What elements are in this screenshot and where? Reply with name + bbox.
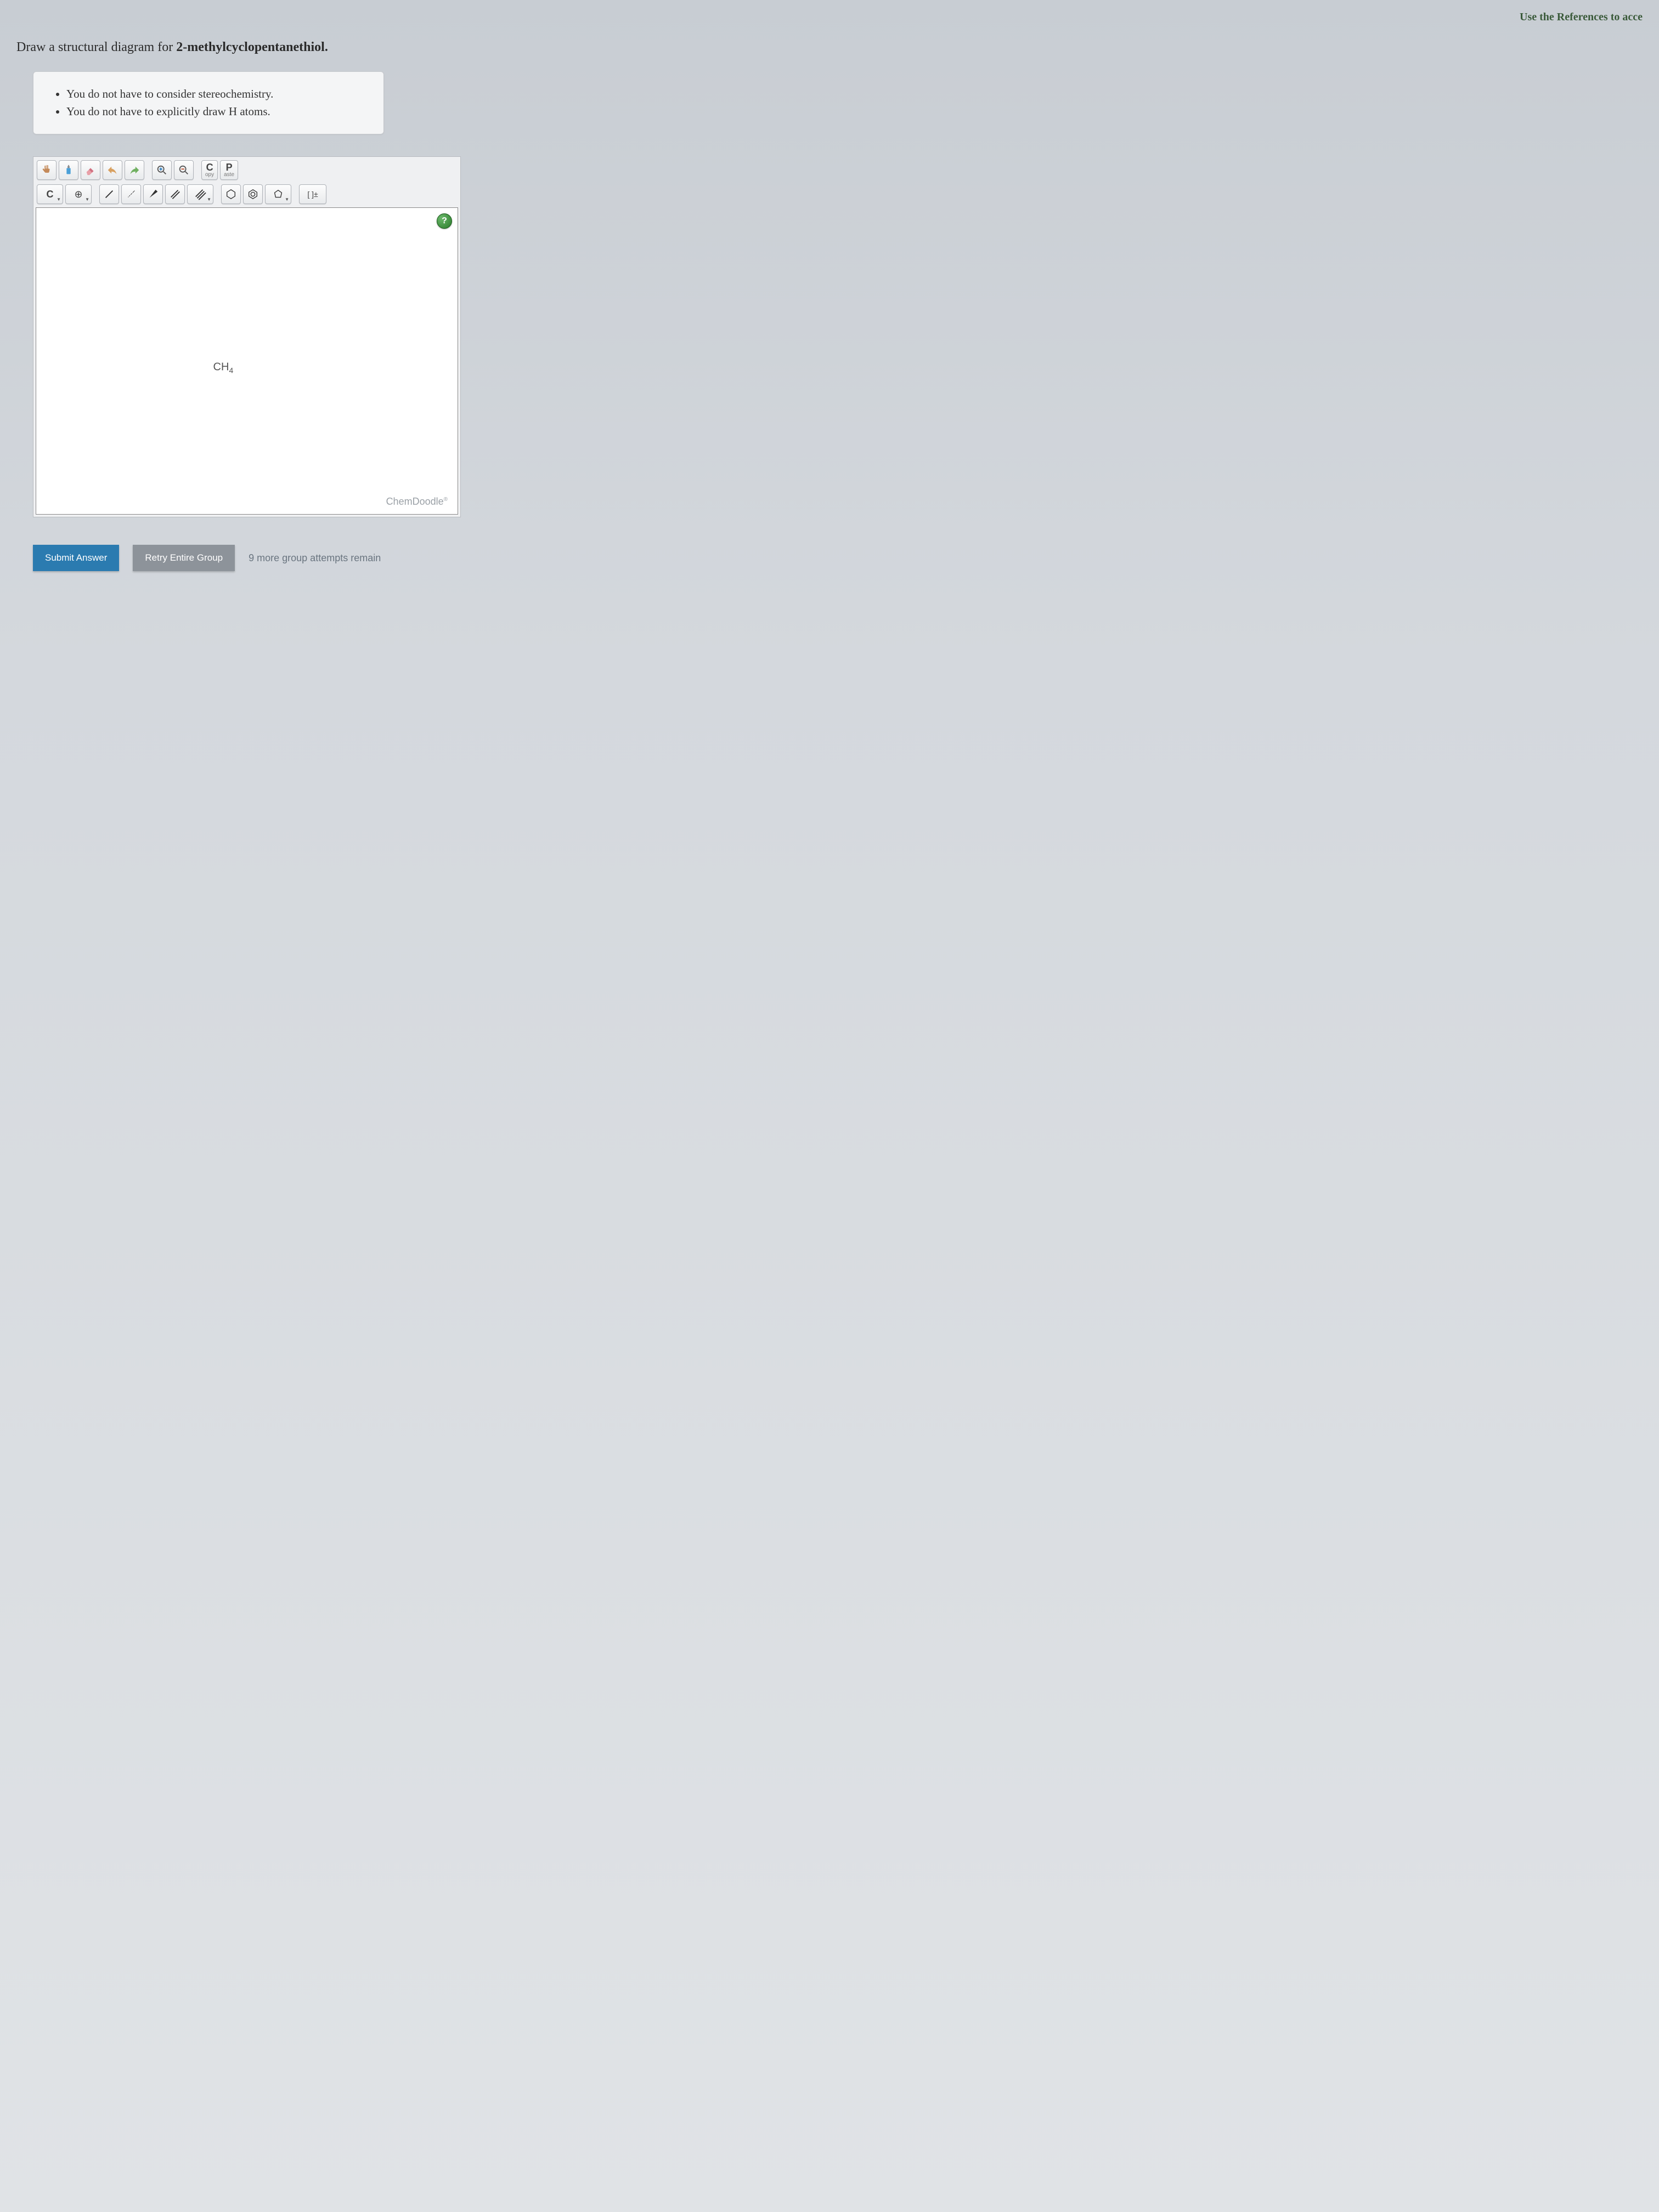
submit-answer-button[interactable]: Submit Answer [33,545,119,571]
zoom-out-icon[interactable] [174,160,194,180]
compound-name: 2-methylcyclopentanethiol. [176,40,328,54]
chevron-down-icon: ▼ [207,197,211,202]
chemdoodle-editor: C opy P aste C ▼ ⊕ ▼ ▼ [33,156,461,517]
eraser-tool-icon[interactable] [81,160,100,180]
toolbar-row-2: C ▼ ⊕ ▼ ▼ ▼ [35,182,459,206]
paste-button[interactable]: P aste [220,160,238,180]
cyclohexane-icon[interactable] [221,184,241,204]
copy-big: C [206,162,213,172]
canvas-placeholder-molecule[interactable]: CH4 [213,361,234,375]
chevron-down-icon: ▼ [85,197,89,202]
element-picker[interactable]: C ▼ [37,184,63,204]
redo-icon[interactable] [125,160,144,180]
hint-item: You do not have to consider stereochemis… [66,86,362,103]
chevron-down-icon: ▼ [57,197,61,202]
chemdoodle-watermark: ChemDoodle® [386,496,448,507]
recessed-bond-icon[interactable] [121,184,141,204]
hints-box: You do not have to consider stereochemis… [33,71,384,134]
double-bond-icon[interactable] [165,184,185,204]
triple-bond-icon[interactable]: ▼ [187,184,213,204]
wedge-bond-icon[interactable] [143,184,163,204]
undo-icon[interactable] [103,160,122,180]
charge-picker[interactable]: ⊕ ▼ [65,184,92,204]
attempts-remaining: 9 more group attempts remain [249,552,381,564]
prompt-prefix: Draw a structural diagram for [16,40,176,54]
retry-group-button[interactable]: Retry Entire Group [133,545,235,571]
action-row: Submit Answer Retry Entire Group 9 more … [33,545,1643,571]
paste-big: P [226,162,233,172]
benzene-icon[interactable] [243,184,263,204]
copy-button[interactable]: C opy [201,160,218,180]
toolbar-row-1: C opy P aste [35,158,459,182]
chevron-down-icon: ▼ [285,197,289,202]
bracket-tool[interactable]: [ ]± [299,184,326,204]
help-button[interactable]: ? [437,213,452,229]
zoom-in-icon[interactable] [152,160,172,180]
paste-small: aste [224,172,234,178]
hint-item: You do not have to explicitly draw H ato… [66,103,362,121]
ring-picker-icon[interactable]: ▼ [265,184,291,204]
copy-small: opy [205,172,214,178]
single-bond-icon[interactable] [99,184,119,204]
drawing-canvas[interactable]: ? CH4 ChemDoodle® [36,207,458,515]
references-link[interactable]: Use the References to acce [16,11,1643,24]
question-prompt: Draw a structural diagram for 2-methylcy… [16,40,1643,55]
spray-tool-icon[interactable] [59,160,78,180]
hand-tool-icon[interactable] [37,160,57,180]
